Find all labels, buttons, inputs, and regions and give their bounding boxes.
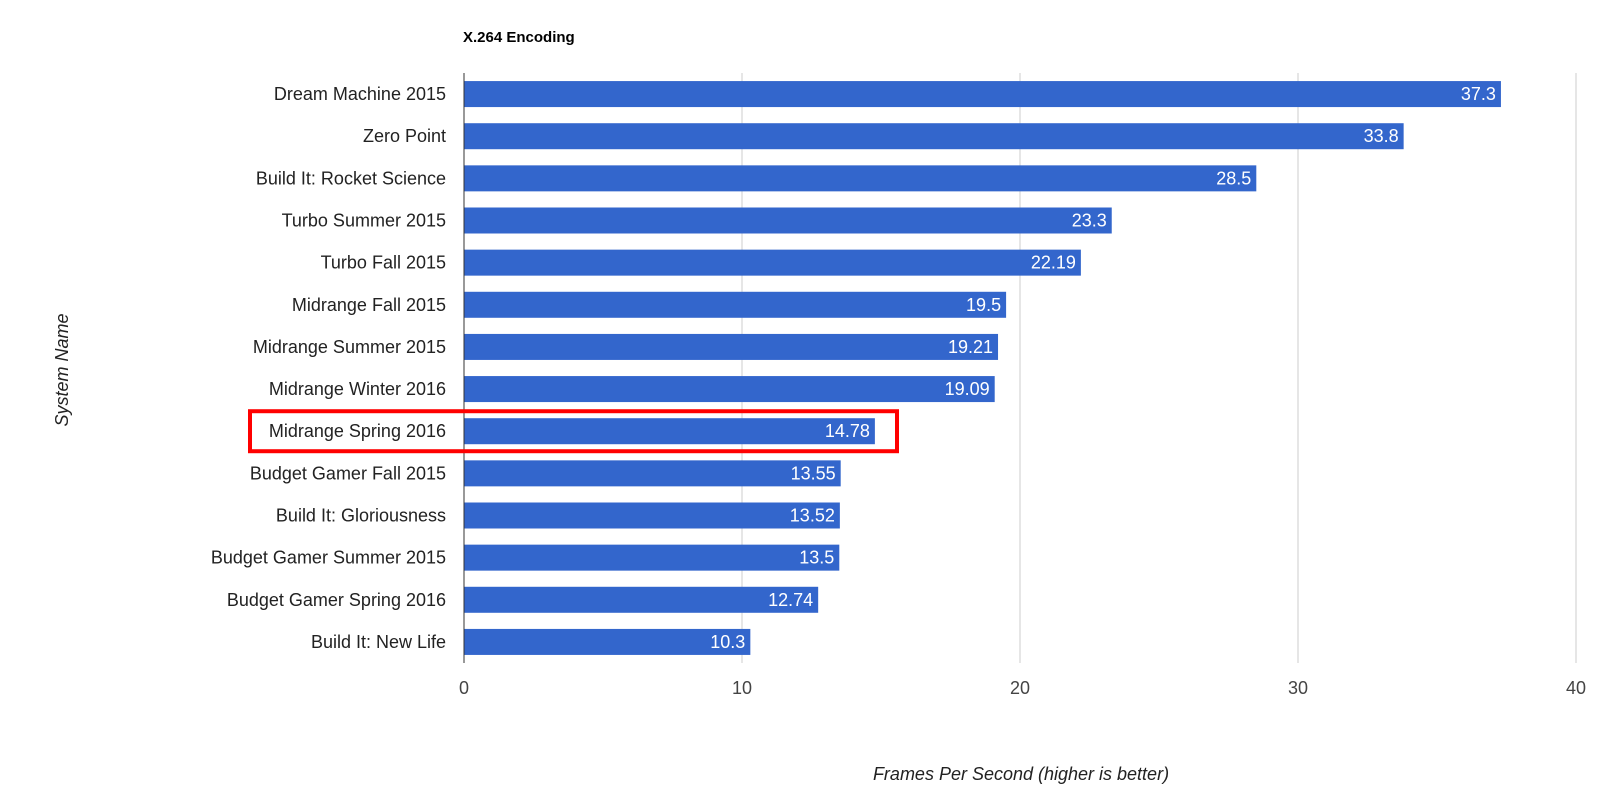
bar-value-label: 37.3	[1461, 84, 1496, 104]
x-tick-labels: 0 10 20 30 40	[459, 678, 1586, 698]
bar-value-label: 19.21	[948, 337, 993, 357]
category-label: Midrange Spring 2016	[269, 421, 446, 441]
bar	[464, 165, 1257, 192]
category-label: Dream Machine 2015	[274, 84, 446, 104]
bar	[464, 333, 999, 360]
bar-value-label: 33.8	[1364, 126, 1399, 146]
bar-value-label: 10.3	[710, 632, 745, 652]
bar	[464, 207, 1112, 234]
x-axis-title: Frames Per Second (higher is better)	[873, 764, 1169, 784]
bar	[464, 418, 875, 445]
category-label: Budget Gamer Fall 2015	[250, 463, 446, 483]
x-tick-label: 40	[1566, 678, 1586, 698]
bar	[464, 628, 751, 655]
bar-value-label: 13.5	[799, 548, 834, 568]
bar	[464, 460, 841, 487]
bar	[464, 291, 1007, 318]
x-tick-label: 0	[459, 678, 469, 698]
bar-value-label: 14.78	[825, 421, 870, 441]
highlight-layer	[248, 409, 899, 454]
bar-value-label: 13.55	[791, 463, 836, 483]
bar	[464, 586, 819, 613]
category-label: Midrange Summer 2015	[253, 337, 446, 357]
x-tick-label: 20	[1010, 678, 1030, 698]
bar-value-labels: 37.3 33.8 28.5 23.3 22.19 19.5 19.21 19.09 14.78…	[710, 84, 1496, 652]
bar	[464, 544, 840, 571]
category-label: Build It: Gloriousness	[276, 506, 446, 526]
bar-value-label: 22.19	[1031, 253, 1076, 273]
category-label: Turbo Summer 2015	[282, 211, 446, 231]
x-tick-label: 30	[1288, 678, 1308, 698]
bar	[464, 123, 1404, 150]
bar-value-label: 13.52	[790, 506, 835, 526]
category-label: Midrange Fall 2015	[292, 295, 446, 315]
bar	[464, 249, 1081, 276]
category-label: Budget Gamer Spring 2016	[227, 590, 446, 610]
bar-value-label: 12.74	[768, 590, 813, 610]
x-tick-label: 10	[732, 678, 752, 698]
bar	[464, 376, 995, 403]
chart-title: X.264 Encoding	[463, 29, 575, 46]
bar-value-label: 28.5	[1216, 168, 1251, 188]
category-label: Build It: New Life	[311, 632, 446, 652]
category-label: Budget Gamer Summer 2015	[211, 548, 446, 568]
y-axis-title: System Name	[52, 313, 72, 426]
gridlines	[741, 73, 1577, 663]
category-label: Turbo Fall 2015	[321, 253, 446, 273]
category-label: Midrange Winter 2016	[269, 379, 446, 399]
bar	[464, 502, 840, 529]
category-labels: Dream Machine 2015 Zero Point Build It: Ro…	[211, 84, 446, 652]
bars	[464, 81, 1501, 655]
category-label: Build It: Rocket Science	[256, 168, 446, 188]
highlight-box	[248, 409, 899, 454]
bar-value-label: 19.09	[945, 379, 990, 399]
category-label: Zero Point	[363, 126, 446, 146]
bar-value-label: 23.3	[1072, 211, 1107, 231]
bar-value-label: 19.5	[966, 295, 1001, 315]
bar	[464, 81, 1501, 108]
